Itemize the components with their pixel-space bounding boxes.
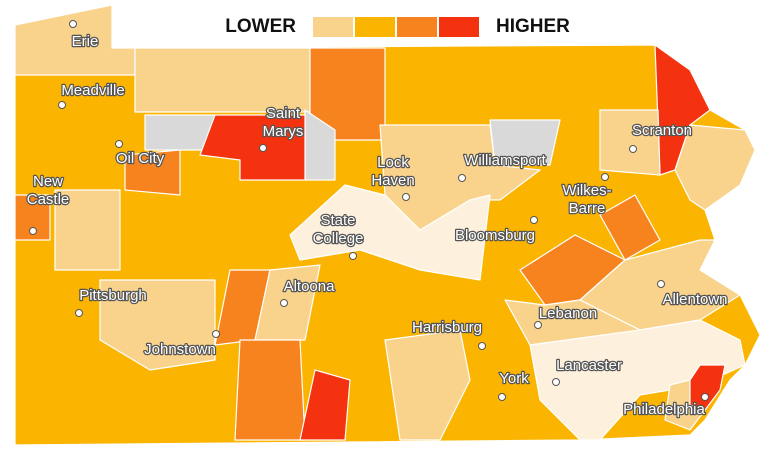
city-dot	[498, 393, 506, 401]
city-dot	[552, 378, 560, 386]
city-label: Meadville	[61, 82, 124, 99]
city-dot	[349, 252, 357, 260]
county	[99, 279, 216, 371]
city-dot	[75, 309, 83, 317]
city-dot	[212, 330, 220, 338]
city-dot	[458, 174, 466, 182]
city-label: Philadelphia	[623, 401, 705, 418]
county	[504, 299, 641, 346]
county	[199, 114, 306, 181]
county	[689, 364, 726, 411]
city-label: Wilkes-	[562, 182, 611, 199]
county	[299, 369, 351, 441]
city-label: York	[499, 370, 529, 387]
county	[14, 194, 51, 241]
city-dot	[530, 216, 538, 224]
city-label: Allentown	[662, 291, 727, 308]
city-label: Barre	[569, 200, 606, 217]
city-dot	[534, 321, 542, 329]
city-label: Lancaster	[556, 357, 622, 374]
city-label: Williamsport	[464, 152, 547, 169]
city-label: Johnstown	[144, 341, 216, 358]
county	[599, 194, 661, 261]
city-dot	[657, 280, 665, 288]
city-dot	[402, 193, 410, 201]
county	[234, 339, 306, 441]
city-label: Marys	[263, 123, 304, 140]
city-dot	[629, 145, 637, 153]
city-label: Oil City	[116, 150, 165, 167]
city-dot	[69, 20, 77, 28]
legend-swatch	[439, 17, 479, 37]
city-label: Haven	[371, 172, 414, 189]
legend-swatch	[397, 17, 437, 37]
city-label: Lebanon	[539, 305, 597, 322]
city-label: Saint	[266, 105, 301, 122]
city-dot	[29, 227, 37, 235]
legend-high: HIGHER	[496, 16, 570, 37]
city-label: State	[320, 212, 355, 229]
city-label: New	[33, 173, 63, 190]
legend-swatch	[313, 17, 353, 37]
city-label: Erie	[72, 33, 99, 50]
county	[674, 124, 756, 211]
county	[599, 109, 661, 176]
county	[289, 184, 491, 281]
city-label: Pittsburgh	[79, 287, 147, 304]
county	[124, 149, 181, 196]
city-dot	[280, 299, 288, 307]
city-dot	[601, 173, 609, 181]
counties	[14, 4, 761, 446]
city-label: Bloomsburg	[455, 227, 535, 244]
county	[54, 189, 121, 271]
city-label: Harrisburg	[412, 319, 482, 336]
county	[134, 47, 311, 113]
city-dot	[701, 393, 709, 401]
city-label: Altoona	[284, 278, 336, 295]
city-dot	[478, 342, 486, 350]
legend-low: LOWER	[225, 16, 296, 37]
city-label: Scranton	[632, 122, 692, 139]
legend: LOWER HIGHER	[225, 16, 570, 37]
county	[384, 329, 471, 441]
city-dot	[115, 140, 123, 148]
city-label: Lock	[377, 154, 409, 171]
city-label: College	[313, 230, 364, 247]
city-dot	[259, 144, 267, 152]
city-label: Castle	[27, 191, 70, 208]
legend-swatch	[355, 17, 395, 37]
city-dot	[58, 101, 66, 109]
